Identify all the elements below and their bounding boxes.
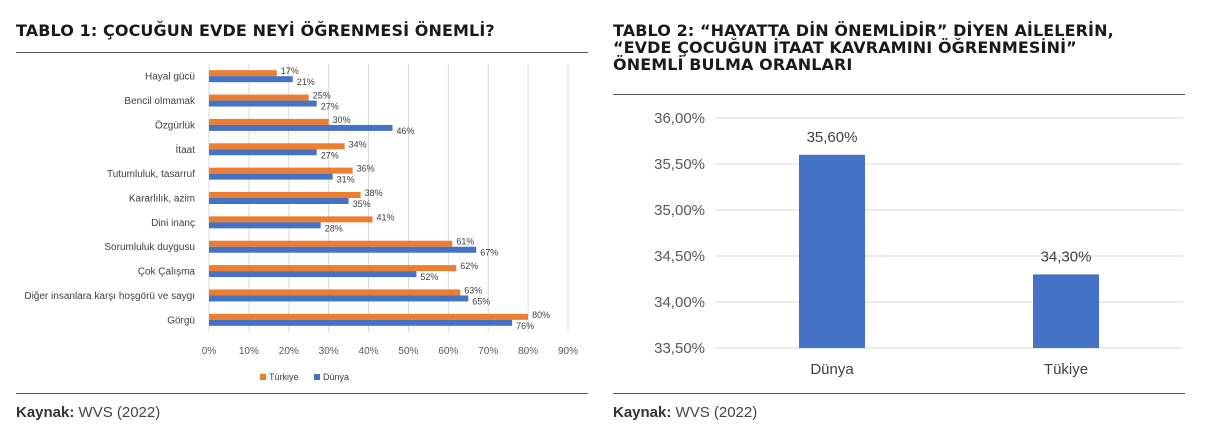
data-label: 67% [480, 248, 498, 258]
data-label: 41% [377, 212, 395, 222]
legend-label: Türkiye [269, 372, 299, 382]
bar-dünya [209, 246, 477, 253]
vertical-bar-chart: 33,50% 34,00% 34,50% 35,00% 35,50% 36,00% 35,6… [654, 110, 1183, 378]
bar-dünya [209, 319, 513, 326]
bar-türkiye [209, 118, 329, 125]
data-label: 17% [281, 66, 299, 76]
data-label: 63% [464, 285, 482, 295]
category-label: Tutumluluk, tasarruf [107, 169, 195, 180]
y-tick-label: 35,50% [654, 156, 705, 173]
bar-dünya [209, 124, 393, 131]
category-label: Görgü [167, 315, 195, 326]
x-tick-label: 60% [438, 346, 458, 357]
legend-swatch-türkiye [260, 374, 266, 380]
data-label: 27% [321, 150, 339, 160]
x-tick-label: 20% [279, 346, 299, 357]
y-tick-label: 35,00% [654, 202, 705, 219]
bar [799, 154, 865, 348]
data-label: 34,30% [1041, 248, 1092, 265]
data-label: 31% [337, 175, 355, 185]
chart-title: TABLO 2: “HAYATTA DİN ÖNEMLİDİR” DİYEN A… [613, 21, 1114, 74]
bar-dünya [209, 173, 333, 180]
y-tick-label: 34,50% [654, 248, 705, 265]
data-label: 62% [460, 261, 478, 271]
category-label: Dünya [810, 361, 854, 378]
source-label: Kaynak: [613, 404, 672, 421]
y-tick-label: 33,50% [654, 340, 705, 357]
data-label: 65% [472, 296, 490, 306]
bar-dünya [209, 222, 321, 229]
data-label: 46% [396, 126, 414, 136]
bar-türkiye [209, 167, 353, 174]
data-label: 34% [349, 139, 367, 149]
bar-türkiye [209, 313, 529, 320]
x-tick-label: 10% [239, 346, 259, 357]
source-divider [16, 393, 588, 394]
data-label: 35,60% [807, 129, 858, 146]
category-label: Özgürlük [155, 119, 196, 131]
category-label: İtaat [176, 143, 196, 156]
source-divider [613, 393, 1185, 394]
y-tick-label: 34,00% [654, 294, 705, 311]
title-divider [16, 52, 588, 53]
data-label: 76% [516, 321, 534, 331]
bar-dünya [209, 149, 317, 156]
bar-dünya [209, 76, 293, 83]
x-tick-label: 0% [202, 346, 217, 357]
x-tick-label: 90% [558, 346, 578, 357]
category-label: Tükiye [1044, 361, 1088, 378]
bar-dünya [209, 271, 417, 278]
data-label: 28% [325, 223, 343, 233]
bar-türkiye [209, 94, 309, 101]
x-tick-label: 30% [319, 346, 339, 357]
bar-türkiye [209, 70, 277, 77]
data-label: 27% [321, 102, 339, 112]
bar [1033, 274, 1099, 348]
source-note: Kaynak: WVS (2022) [613, 404, 757, 421]
source-value: WVS (2022) [675, 404, 758, 421]
category-label: Çok Çalışma [138, 267, 196, 278]
data-label: 61% [456, 237, 474, 247]
chart-title: TABLO 1: ÇOCUĞUN EVDE NEYİ ÖĞRENMESİ ÖNE… [16, 21, 495, 40]
category-label: Dini inanç [151, 218, 195, 229]
bar-dünya [209, 198, 349, 204]
bar-türkiye [209, 265, 457, 272]
bar-türkiye [209, 216, 373, 223]
category-label: Sorumluluk duygusu [104, 242, 195, 253]
x-tick-label: 80% [518, 346, 538, 357]
source-label: Kaynak: [16, 404, 75, 421]
y-tick-label: 36,00% [654, 110, 705, 127]
bar-türkiye [209, 240, 453, 247]
bar-türkiye [209, 192, 361, 198]
source-note: Kaynak: WVS (2022) [16, 404, 160, 421]
title-divider [613, 94, 1185, 95]
bar-türkiye [209, 289, 461, 296]
category-label: Hayal gücü [145, 72, 195, 83]
legend-label: Dünya [323, 372, 349, 382]
data-label: 80% [532, 310, 550, 320]
data-label: 38% [365, 188, 383, 198]
x-tick-label: 50% [398, 346, 418, 357]
x-tick-label: 40% [359, 346, 379, 357]
data-label: 35% [353, 199, 371, 209]
horizontal-bar-chart: 0% 10% 20% 30% 40% 50% 60% 70% 80% 90% Hayal gücü 1… [24, 64, 578, 382]
data-label: 21% [297, 77, 315, 87]
bar-dünya [209, 295, 469, 302]
data-label: 52% [420, 272, 438, 282]
bar-türkiye [209, 143, 345, 150]
category-label: Kararlılık, azim [129, 194, 195, 205]
data-label: 25% [313, 91, 331, 101]
category-label: Diğer insanlara karşı hoşgörü ve saygı [24, 291, 195, 302]
x-tick-label: 70% [478, 346, 498, 357]
source-value: WVS (2022) [78, 404, 161, 421]
legend-swatch-dünya [314, 374, 320, 380]
data-label: 36% [357, 164, 375, 174]
category-label: Bencil olmamak [124, 96, 196, 107]
bar-dünya [209, 100, 317, 107]
data-label: 30% [333, 115, 351, 125]
